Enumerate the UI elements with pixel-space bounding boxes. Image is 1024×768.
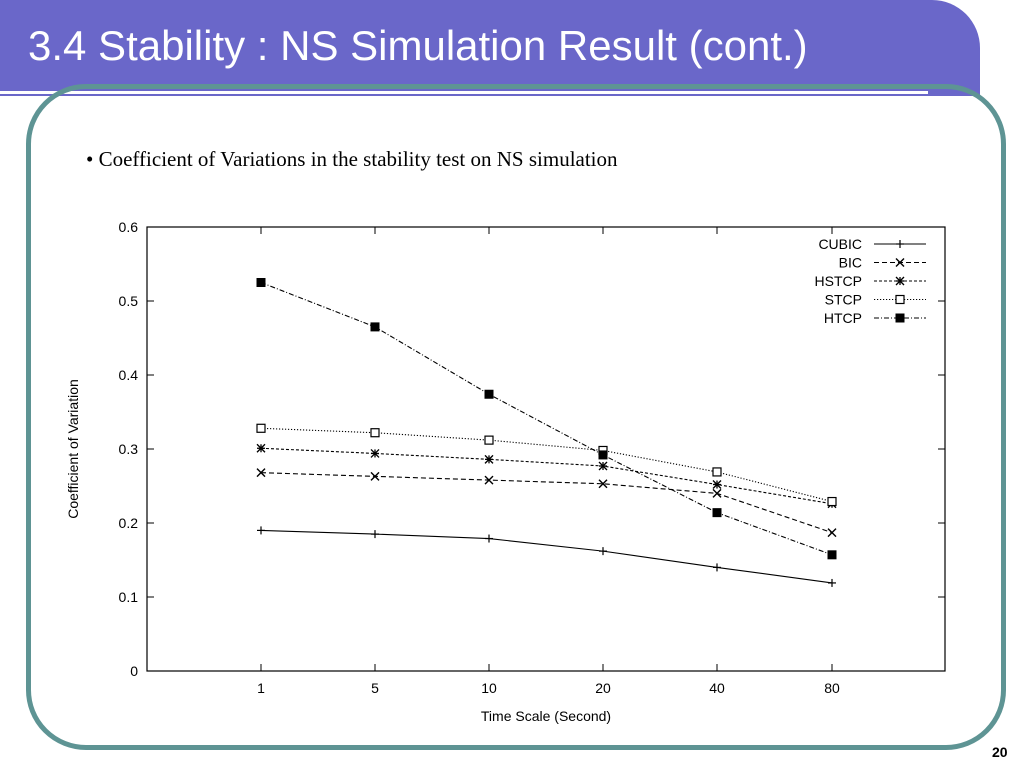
bic-point <box>712 488 722 498</box>
hstcp-point <box>484 454 494 464</box>
y-axis-label: Coefficient of Variation <box>65 379 81 519</box>
legend-label-stcp: STCP <box>825 292 862 308</box>
x-tick-label: 20 <box>595 680 611 696</box>
y-tick-label: 0.2 <box>119 515 139 531</box>
htcp-point <box>598 450 608 460</box>
slide-frame <box>26 84 1006 750</box>
cubic-point <box>371 530 379 539</box>
cubic-point <box>257 526 265 535</box>
htcp-point <box>484 389 494 399</box>
cubic-point <box>599 547 607 556</box>
stcp-point <box>370 428 380 438</box>
bic-point <box>598 479 608 489</box>
x-tick-label: 5 <box>371 680 379 696</box>
bic-point <box>484 475 494 485</box>
x-tick-label: 10 <box>481 680 497 696</box>
cubic-point <box>485 534 493 543</box>
title-underline <box>0 91 928 94</box>
page-number: 20 <box>992 744 1008 760</box>
legend-marker-cubic <box>896 240 904 248</box>
y-tick-label: 0.4 <box>119 367 139 383</box>
slide-title: 3.4 Stability : NS Simulation Result (co… <box>28 22 808 69</box>
stcp-point <box>256 423 266 433</box>
y-tick-label: 0.5 <box>119 293 139 309</box>
stcp-series-line <box>260 427 833 503</box>
cubic-series-line <box>260 529 833 584</box>
legend-label-cubic: CUBIC <box>818 236 862 252</box>
x-axis-label: Time Scale (Second) <box>481 708 611 724</box>
htcp-point <box>712 508 722 518</box>
x-tick-label: 80 <box>824 680 840 696</box>
bic-point <box>256 468 266 478</box>
legend-label-bic: BIC <box>839 255 862 271</box>
legend-marker-htcp <box>895 313 905 323</box>
legend-marker-bic <box>895 258 905 267</box>
htcp-point <box>256 278 266 287</box>
legend-label-hstcp: HSTCP <box>815 273 862 289</box>
y-tick-label: 0.3 <box>119 441 139 457</box>
y-tick-label: 0.1 <box>119 589 139 605</box>
hstcp-point <box>712 480 722 489</box>
htcp-series-line <box>260 281 833 556</box>
hstcp-point <box>598 461 608 471</box>
stcp-point <box>484 435 494 445</box>
hstcp-point <box>370 448 380 458</box>
legend-marker-stcp <box>895 294 905 305</box>
bic-series-line <box>260 472 833 534</box>
x-tick-label: 40 <box>709 680 725 696</box>
bic-point <box>827 528 837 538</box>
legend-marker-hstcp <box>895 276 905 286</box>
slide-bullet: • Coefficient of Variations in the stabi… <box>86 147 618 171</box>
htcp-point <box>370 322 380 332</box>
y-tick-label: 0.6 <box>119 219 139 235</box>
htcp-point <box>827 550 837 560</box>
title-bar: 3.4 Stability : NS Simulation Result (co… <box>0 0 980 96</box>
legend-label-htcp: HTCP <box>824 310 862 326</box>
hstcp-series-line <box>260 447 833 505</box>
hstcp-point <box>256 443 266 453</box>
cubic-point <box>713 563 721 572</box>
stcp-point <box>712 467 722 477</box>
bic-point <box>370 471 380 481</box>
y-tick-label: 0 <box>130 663 138 679</box>
cubic-point <box>828 578 836 587</box>
x-tick-label: 1 <box>257 680 265 696</box>
stcp-point <box>827 496 837 507</box>
